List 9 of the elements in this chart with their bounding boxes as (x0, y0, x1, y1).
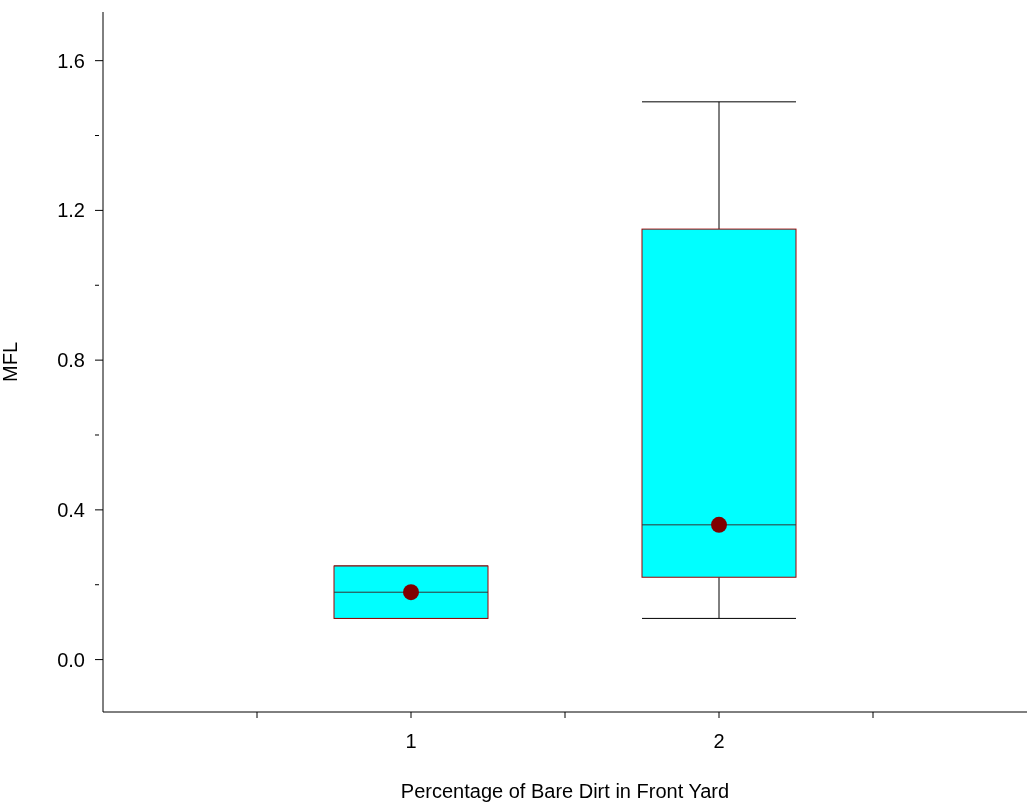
y-tick-label: 1.2 (57, 199, 85, 222)
x-axis-title: Percentage of Bare Dirt in Front Yard (400, 780, 730, 802)
y-tick-label: 0.0 (57, 648, 85, 671)
x-tick-label: 1 (405, 730, 417, 753)
y-tick-label: 0.8 (57, 349, 85, 372)
y-tick-label: 1.6 (57, 49, 85, 72)
x-tick-label: 2 (713, 730, 725, 753)
y-tick-label: 0.4 (57, 498, 85, 521)
y-axis-title: MFL (0, 342, 22, 382)
